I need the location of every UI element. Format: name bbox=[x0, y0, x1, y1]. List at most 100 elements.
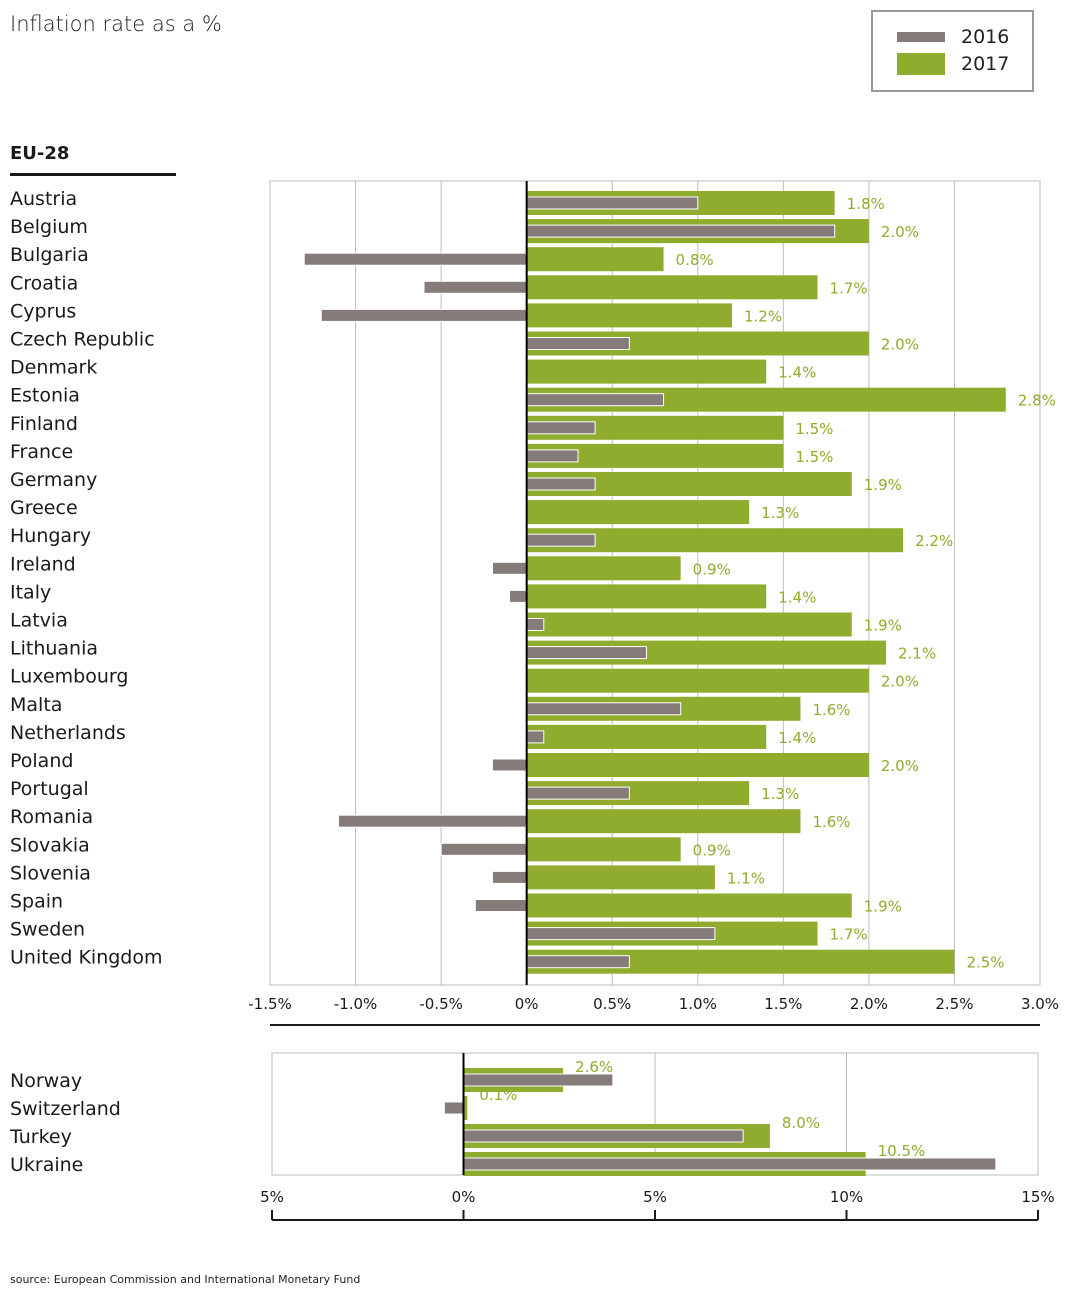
data-label-sweden: 1.7% bbox=[830, 926, 868, 944]
tick-label-5-0: 5% bbox=[260, 1188, 284, 1206]
bar-2017-italy bbox=[526, 584, 767, 609]
category-label-belgium: Belgium bbox=[10, 216, 88, 238]
data-label-cyprus: 1.2% bbox=[744, 307, 782, 325]
tick-label-5-2: 5% bbox=[643, 1188, 667, 1206]
source-note: source: European Commission and Internat… bbox=[10, 1273, 361, 1286]
category-label-lithuania: Lithuania bbox=[10, 638, 98, 660]
data-label-portugal: 1.3% bbox=[761, 785, 799, 803]
tick-label-0-5-2: -0.5% bbox=[419, 995, 463, 1013]
data-label-malta: 1.6% bbox=[812, 701, 850, 719]
category-label-romania: Romania bbox=[10, 806, 93, 828]
bar-2016-turkey bbox=[463, 1129, 744, 1143]
category-label-ukraine: Ukraine bbox=[10, 1154, 83, 1176]
data-label-lithuania: 2.1% bbox=[898, 645, 936, 663]
bar-2017-croatia bbox=[526, 275, 818, 300]
bar-2017-ireland bbox=[526, 556, 681, 581]
category-label-denmark: Denmark bbox=[10, 357, 97, 379]
category-label-turkey: Turkey bbox=[9, 1126, 72, 1148]
legend-swatch-2017 bbox=[897, 53, 945, 75]
bar-2017-romania bbox=[526, 809, 801, 834]
legend-label-2017: 2017 bbox=[961, 53, 1010, 75]
legend-swatch-2016 bbox=[897, 32, 945, 42]
bar-2017-denmark bbox=[526, 359, 767, 384]
tick-label-2-0-7: 2.0% bbox=[850, 995, 888, 1013]
data-label-switzerland: 0.1% bbox=[479, 1086, 517, 1104]
bar-2017-greece bbox=[526, 500, 750, 525]
tick-label-0-3: 0% bbox=[515, 995, 539, 1013]
tick-label-2-5-8: 2.5% bbox=[935, 995, 973, 1013]
category-label-greece: Greece bbox=[10, 497, 78, 519]
data-label-germany: 1.9% bbox=[864, 476, 902, 494]
group-title: EU-28 bbox=[10, 143, 70, 164]
data-label-hungary: 2.2% bbox=[915, 532, 953, 550]
bar-2017-cyprus bbox=[526, 303, 732, 328]
data-label-turkey: 8.0% bbox=[782, 1114, 820, 1132]
category-label-slovenia: Slovenia bbox=[10, 862, 91, 884]
category-label-slovakia: Slovakia bbox=[10, 834, 90, 856]
bar-2017-luxembourg bbox=[526, 668, 869, 693]
category-label-latvia: Latvia bbox=[10, 610, 68, 632]
category-label-croatia: Croatia bbox=[10, 272, 78, 294]
data-label-netherlands: 1.4% bbox=[778, 729, 816, 747]
data-label-united-kingdom: 2.5% bbox=[966, 954, 1004, 972]
bar-2017-netherlands bbox=[526, 724, 767, 749]
data-label-norway: 2.6% bbox=[575, 1058, 613, 1076]
tick-label-3-0-9: 3.0% bbox=[1021, 995, 1059, 1013]
data-label-czech-republic: 2.0% bbox=[881, 336, 919, 354]
tick-label-15-4: 15% bbox=[1021, 1188, 1054, 1206]
category-label-bulgaria: Bulgaria bbox=[10, 244, 89, 266]
category-label-ireland: Ireland bbox=[10, 553, 76, 575]
category-label-united-kingdom: United Kingdom bbox=[10, 947, 163, 969]
data-label-croatia: 1.7% bbox=[830, 279, 868, 297]
category-label-estonia: Estonia bbox=[10, 385, 80, 407]
category-label-france: France bbox=[10, 441, 73, 463]
category-label-portugal: Portugal bbox=[10, 778, 89, 800]
data-label-latvia: 1.9% bbox=[864, 617, 902, 635]
category-label-cyprus: Cyprus bbox=[10, 300, 76, 322]
data-label-slovenia: 1.1% bbox=[727, 869, 765, 887]
data-label-slovakia: 0.9% bbox=[693, 841, 731, 859]
tick-label-1-0-5: 1.0% bbox=[679, 995, 717, 1013]
category-label-malta: Malta bbox=[10, 694, 62, 716]
category-label-hungary: Hungary bbox=[10, 525, 91, 547]
legend-label-2016: 2016 bbox=[961, 26, 1010, 48]
data-label-belgium: 2.0% bbox=[881, 223, 919, 241]
bar-2016-switzerland bbox=[443, 1101, 465, 1115]
tick-label-1-0-1: -1.0% bbox=[334, 995, 378, 1013]
eu28-bar-chart: 1.8% Austria 2.0% Belgium 0.8% Bulgaria 1.7% Cr… bbox=[10, 180, 1059, 1026]
data-label-italy: 1.4% bbox=[778, 588, 816, 606]
data-label-estonia: 2.8% bbox=[1018, 392, 1056, 410]
data-label-austria: 1.8% bbox=[847, 195, 885, 213]
category-label-sweden: Sweden bbox=[10, 919, 85, 941]
bar-2017-switzerland bbox=[463, 1096, 468, 1120]
tick-label-0-5-4: 0.5% bbox=[593, 995, 631, 1013]
data-label-bulgaria: 0.8% bbox=[676, 251, 714, 269]
legend-item-2016: 2016 bbox=[897, 26, 1009, 48]
bar-2017-latvia bbox=[526, 612, 852, 637]
other-countries-bar-chart: 2.6% Norway 0.1% Switzerland 8.0% Turkey 10.5%… bbox=[9, 1052, 1055, 1221]
category-label-czech-republic: Czech Republic bbox=[10, 329, 155, 351]
data-label-romania: 1.6% bbox=[812, 813, 850, 831]
data-label-greece: 1.3% bbox=[761, 504, 799, 522]
chart-title: Inflation rate as a % bbox=[10, 12, 222, 36]
data-label-spain: 1.9% bbox=[864, 898, 902, 916]
data-label-finland: 1.5% bbox=[795, 420, 833, 438]
tick-label-1-5-0: -1.5% bbox=[248, 995, 292, 1013]
bar-2017-slovenia bbox=[526, 865, 715, 890]
data-label-ireland: 0.9% bbox=[693, 560, 731, 578]
data-label-france: 1.5% bbox=[795, 448, 833, 466]
category-label-netherlands: Netherlands bbox=[10, 722, 126, 744]
category-label-italy: Italy bbox=[10, 581, 51, 603]
category-label-germany: Germany bbox=[10, 469, 97, 491]
data-label-denmark: 1.4% bbox=[778, 364, 816, 382]
data-label-ukraine: 10.5% bbox=[878, 1142, 926, 1160]
category-label-switzerland: Switzerland bbox=[10, 1098, 121, 1120]
category-label-spain: Spain bbox=[10, 891, 63, 913]
bar-2017-bulgaria bbox=[526, 247, 664, 272]
category-label-finland: Finland bbox=[10, 413, 78, 435]
bar-2017-slovakia bbox=[526, 837, 681, 862]
bar-2017-spain bbox=[526, 893, 852, 918]
data-label-poland: 2.0% bbox=[881, 757, 919, 775]
category-label-austria: Austria bbox=[10, 188, 77, 210]
tick-label-1-5-6: 1.5% bbox=[764, 995, 802, 1013]
